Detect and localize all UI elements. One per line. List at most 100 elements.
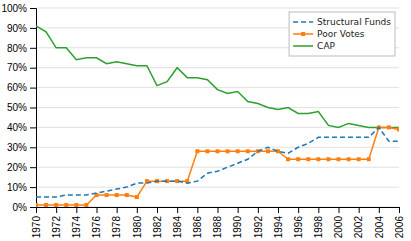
y-tick: 100% — [1, 3, 36, 14]
grid-line — [36, 147, 399, 148]
legend-swatch — [293, 21, 313, 23]
x-tick-mark — [278, 207, 279, 213]
x-tick-label: 2004 — [374, 216, 385, 239]
x-tick-mark — [258, 207, 259, 213]
y-tick-label: 20% — [7, 162, 27, 173]
y-tick: 50% — [7, 102, 36, 113]
x-tick: 1988 — [212, 207, 223, 238]
y-tick-label: 50% — [7, 102, 27, 113]
y-tick-label: 60% — [7, 82, 27, 93]
x-tick-mark — [359, 207, 360, 213]
x-tick-mark — [177, 207, 178, 213]
y-tick-mark — [30, 8, 36, 9]
y-tick-mark — [30, 48, 36, 49]
marker — [246, 149, 250, 153]
x-tick: 1990 — [232, 207, 243, 238]
x-tick: 2006 — [394, 207, 405, 238]
marker — [316, 157, 320, 161]
x-tick-label: 1994 — [273, 216, 284, 239]
x-tick-label: 1974 — [71, 216, 82, 239]
marker — [296, 157, 300, 161]
y-tick: 30% — [7, 142, 36, 153]
chart: 0%10%20%30%40%50%60%70%80%90%100%1970197… — [0, 0, 411, 241]
marker — [115, 193, 119, 197]
x-tick-mark — [36, 207, 37, 213]
x-tick: 1970 — [31, 207, 42, 238]
y-axis-line — [30, 9, 37, 208]
x-tick-label: 1972 — [51, 216, 62, 239]
grid-line — [36, 67, 399, 68]
x-tick-label: 2002 — [353, 216, 364, 239]
grid-line — [36, 87, 399, 88]
marker — [64, 203, 68, 207]
line — [36, 127, 399, 205]
marker — [387, 125, 391, 129]
legend-item: Structural Funds — [293, 17, 391, 27]
x-tick-mark — [379, 207, 380, 213]
x-tick: 1982 — [152, 207, 163, 238]
legend-marker — [301, 32, 305, 36]
y-tick-label: 0% — [13, 202, 28, 213]
marker — [205, 149, 209, 153]
y-tick-label: 80% — [7, 43, 27, 54]
y-axis: 0%10%20%30%40%50%60%70%80%90%100% — [1, 3, 36, 213]
legend-label: CAP — [317, 41, 335, 51]
y-tick-mark — [30, 187, 36, 188]
grid-line — [36, 8, 399, 9]
y-tick-label: 30% — [7, 142, 27, 153]
x-tick-mark — [339, 207, 340, 213]
y-tick-label: 10% — [7, 182, 27, 193]
x-tick-label: 2000 — [333, 216, 344, 239]
x-tick-label: 1986 — [192, 216, 203, 239]
legend: Structural Funds Poor Votes CAP — [289, 12, 395, 56]
x-tick: 2000 — [333, 207, 344, 238]
y-tick-label: 90% — [7, 23, 27, 34]
x-tick-label: 1988 — [212, 216, 223, 239]
series — [36, 127, 399, 197]
x-tick: 1980 — [132, 207, 143, 238]
marker — [125, 193, 129, 197]
legend-swatch — [293, 45, 313, 47]
series — [36, 125, 399, 207]
y-tick-mark — [30, 127, 36, 128]
grid — [36, 8, 399, 207]
x-tick: 1976 — [91, 207, 102, 238]
x-tick-label: 1970 — [31, 216, 42, 239]
x-axis: 1970 1972 1974 1976 1978 1980 1982 1984 1986 1988… — [31, 207, 405, 238]
y-tick: 10% — [7, 182, 36, 193]
x-tick: 2004 — [374, 207, 385, 238]
x-tick-label: 1982 — [152, 216, 163, 239]
marker — [397, 127, 399, 131]
x-tick-mark — [157, 207, 158, 213]
x-tick-label: 1980 — [132, 216, 143, 239]
y-tick: 20% — [7, 162, 36, 173]
marker — [44, 203, 48, 207]
y-tick-label: 100% — [1, 3, 27, 14]
legend-label: Structural Funds — [317, 17, 391, 27]
legend-item: CAP — [293, 41, 335, 51]
x-tick-label: 1984 — [172, 216, 183, 239]
marker — [84, 203, 88, 207]
marker — [105, 193, 109, 197]
x-tick-mark — [97, 207, 98, 213]
marker — [347, 157, 351, 161]
x-tick: 1994 — [273, 207, 284, 238]
x-tick-mark — [56, 207, 57, 213]
x-tick: 1998 — [313, 207, 324, 238]
x-tick: 1992 — [253, 207, 264, 238]
marker — [226, 149, 230, 153]
marker — [286, 157, 290, 161]
marker — [36, 203, 38, 207]
legend-item: Poor Votes — [293, 29, 365, 39]
x-tick: 1978 — [111, 207, 122, 238]
marker — [236, 149, 240, 153]
marker — [326, 157, 330, 161]
grid-line — [36, 167, 399, 168]
marker — [367, 157, 371, 161]
y-tick-mark — [30, 68, 36, 69]
y-tick-mark — [30, 207, 36, 208]
y-tick: 80% — [7, 43, 36, 54]
x-tick-label: 1990 — [232, 216, 243, 239]
marker — [74, 203, 78, 207]
y-tick-mark — [30, 28, 36, 29]
